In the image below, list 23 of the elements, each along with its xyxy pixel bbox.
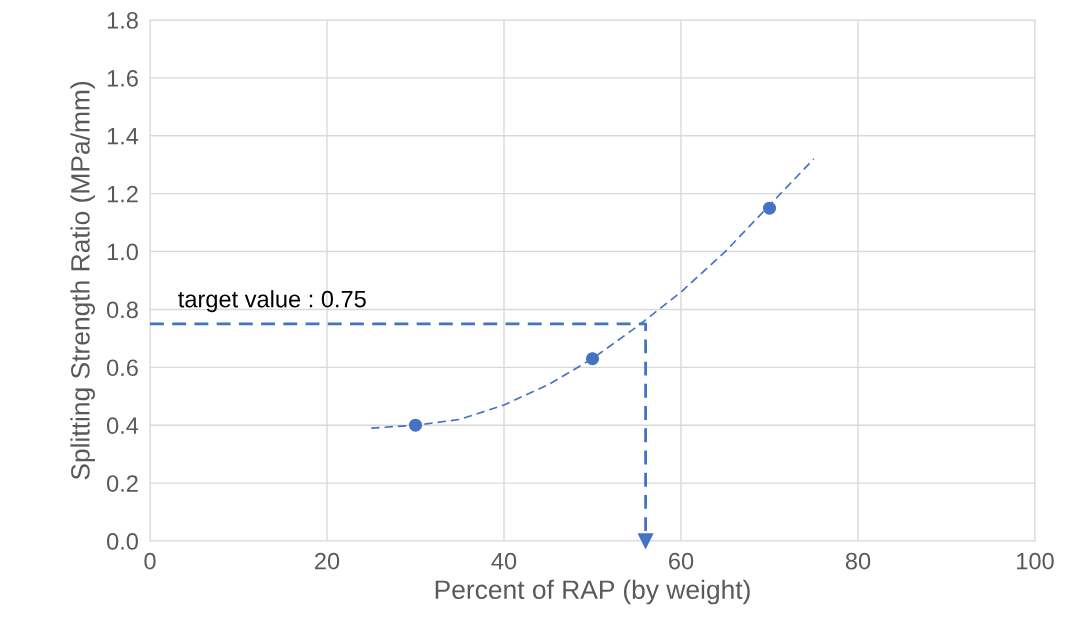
x-tick-label: 20	[315, 552, 340, 570]
y-tick-label: 1.6	[107, 69, 138, 87]
annotation: target value : 0.75	[178, 290, 366, 313]
x-axis-title: Percent of RAP (by weight)	[435, 579, 750, 605]
y-tick-label: 1.8	[107, 12, 138, 29]
point	[762, 201, 777, 215]
y-tick-label: 1.2	[107, 185, 138, 203]
y-tick-label: 1.0	[107, 243, 138, 261]
x-tick-label: 80	[845, 552, 871, 570]
x-tick-label: 100	[1017, 552, 1054, 570]
y-tick-label: 1.4	[107, 128, 139, 145]
x-tick-label: 0	[144, 552, 156, 570]
y-tick-label: 0.4	[106, 417, 139, 435]
y-tick-label: 0.8	[106, 301, 138, 319]
y-tick-label: 0.2	[106, 475, 138, 492]
y-axis-title: Splitting Strength Ratio (MPa/mm)	[70, 81, 95, 480]
x-tick-label: 40	[491, 552, 517, 570]
y-tick-label: 0.0	[106, 533, 138, 550]
point	[585, 352, 600, 366]
x-tick-label: 60	[669, 552, 694, 570]
point	[637, 533, 654, 549]
point	[408, 418, 423, 432]
y-tick-label: 0.6	[106, 359, 138, 377]
